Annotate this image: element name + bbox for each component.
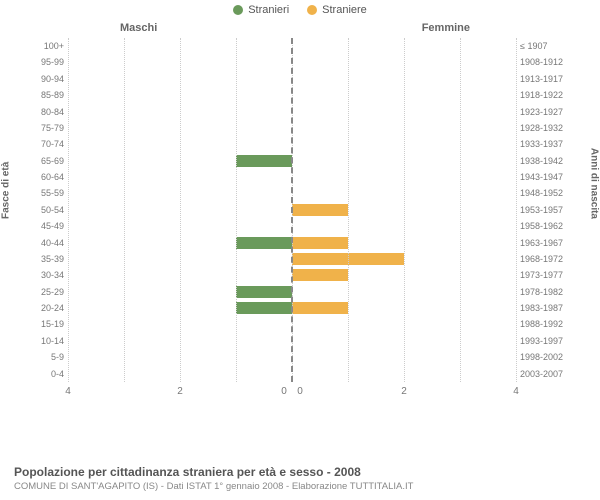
y-axis-left-title: Fasce di età: [1, 162, 12, 219]
birth-year-label: 1978-1982: [520, 284, 574, 300]
x-tick: 0: [281, 386, 287, 397]
age-label: 35-39: [30, 251, 64, 267]
age-label: 70-74: [30, 136, 64, 152]
center-line: [291, 38, 293, 382]
birth-year-label: 1938-1942: [520, 153, 574, 169]
legend-label-female: Straniere: [322, 4, 367, 16]
legend-swatch-male: [233, 5, 243, 15]
chart-subtitle: COMUNE DI SANT'AGAPITO (IS) - Dati ISTAT…: [14, 481, 586, 492]
age-label: 100+: [30, 38, 64, 54]
birth-year-label: 1943-1947: [520, 169, 574, 185]
birth-year-label: 1963-1967: [520, 235, 574, 251]
birth-year-label: 1948-1952: [520, 185, 574, 201]
age-label: 25-29: [30, 284, 64, 300]
gridline: [348, 38, 349, 382]
age-label: 40-44: [30, 235, 64, 251]
birth-year-label: 1983-1987: [520, 300, 574, 316]
birth-year-label: 1953-1957: [520, 202, 574, 218]
x-tick: 0: [297, 386, 303, 397]
birth-year-label: 1918-1922: [520, 87, 574, 103]
age-label: 75-79: [30, 120, 64, 136]
header-male: Maschi: [120, 22, 157, 34]
birth-year-label: 1923-1927: [520, 104, 574, 120]
age-label: 45-49: [30, 218, 64, 234]
age-label: 15-19: [30, 316, 64, 332]
birth-year-label: 1958-1962: [520, 218, 574, 234]
birth-year-label: 1968-1972: [520, 251, 574, 267]
age-label: 55-59: [30, 185, 64, 201]
birth-year-label: 1998-2002: [520, 349, 574, 365]
age-label: 95-99: [30, 54, 64, 70]
bar-male: [236, 286, 292, 298]
birth-year-label: 1908-1912: [520, 54, 574, 70]
birth-year-label: 1988-1992: [520, 316, 574, 332]
age-label: 50-54: [30, 202, 64, 218]
gridline: [236, 38, 237, 382]
age-label: 60-64: [30, 169, 64, 185]
age-label: 85-89: [30, 87, 64, 103]
age-label: 30-34: [30, 267, 64, 283]
legend-item-male: Stranieri: [233, 4, 289, 16]
bar-female: [292, 204, 348, 216]
bar-female: [292, 269, 348, 281]
x-tick: 4: [513, 386, 519, 397]
gridline: [404, 38, 405, 382]
header-female: Femmine: [422, 22, 470, 34]
bar-male: [236, 155, 292, 167]
age-label: 90-94: [30, 71, 64, 87]
chart: Maschi Femmine Fasce di età Anni di nasc…: [20, 20, 580, 418]
birth-year-label: 1933-1937: [520, 136, 574, 152]
gridline: [124, 38, 125, 382]
birth-year-label: 1973-1977: [520, 267, 574, 283]
birth-year-label: ≤ 1907: [520, 38, 574, 54]
gridline: [68, 38, 69, 382]
age-label: 5-9: [30, 349, 64, 365]
chart-title: Popolazione per cittadinanza straniera p…: [14, 465, 586, 479]
legend: Stranieri Straniere: [0, 0, 600, 16]
bar-female: [292, 302, 348, 314]
birth-year-label: 1913-1917: [520, 71, 574, 87]
x-tick: 2: [177, 386, 183, 397]
x-tick: 2: [401, 386, 407, 397]
gridline: [180, 38, 181, 382]
legend-label-male: Stranieri: [248, 4, 289, 16]
legend-item-female: Straniere: [307, 4, 367, 16]
bar-male: [236, 237, 292, 249]
gridline: [516, 38, 517, 382]
chart-footer: Popolazione per cittadinanza straniera p…: [14, 465, 586, 492]
legend-swatch-female: [307, 5, 317, 15]
birth-year-label: 1993-1997: [520, 333, 574, 349]
birth-year-label: 2003-2007: [520, 366, 574, 382]
age-label: 10-14: [30, 333, 64, 349]
age-label: 20-24: [30, 300, 64, 316]
bar-female: [292, 237, 348, 249]
bar-male: [236, 302, 292, 314]
y-axis-right-title: Anni di nascita: [589, 148, 600, 219]
age-label: 0-4: [30, 366, 64, 382]
x-tick: 4: [65, 386, 71, 397]
age-label: 65-69: [30, 153, 64, 169]
birth-year-label: 1928-1932: [520, 120, 574, 136]
age-label: 80-84: [30, 104, 64, 120]
gridline: [460, 38, 461, 382]
